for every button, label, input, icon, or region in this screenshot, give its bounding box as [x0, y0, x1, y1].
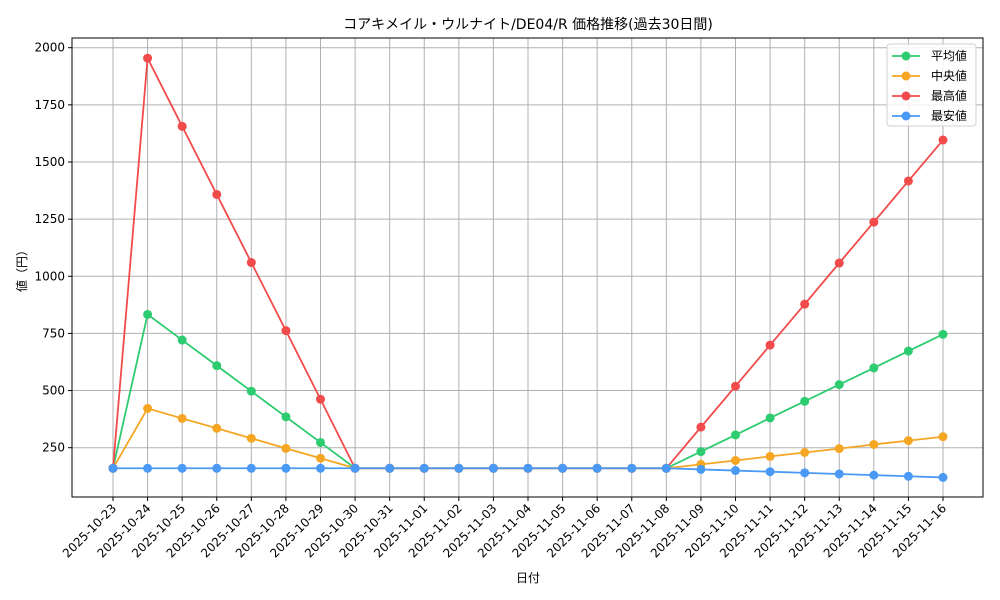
data-point-marker	[454, 463, 464, 473]
legend-label: 中央値	[931, 68, 967, 83]
data-point-marker	[834, 469, 844, 479]
data-point-marker	[558, 463, 568, 473]
data-point-marker	[903, 176, 913, 186]
data-point-marker	[246, 386, 256, 396]
legend-item: 最高値	[892, 88, 967, 103]
data-point-marker	[869, 440, 879, 449]
data-point-marker	[869, 217, 879, 227]
data-point-marker	[765, 451, 775, 461]
data-point-marker	[281, 443, 291, 453]
data-point-marker	[316, 453, 325, 463]
data-point-marker	[316, 437, 325, 447]
data-point-marker	[246, 258, 256, 268]
data-point-marker	[938, 329, 948, 339]
data-point-marker	[281, 326, 291, 336]
data-point-marker	[800, 396, 810, 406]
data-point-marker	[834, 380, 844, 390]
data-point-marker	[869, 470, 879, 480]
data-point-marker	[385, 463, 395, 473]
data-point-marker	[143, 463, 153, 473]
y-axis-label: 値（円）	[14, 244, 29, 292]
chart-title: コアキメイル・ウルナイト/DE04/R 価格推移(過去30日間)	[343, 17, 713, 33]
data-point-marker	[143, 403, 153, 413]
data-point-marker	[177, 335, 187, 345]
y-tick-label: 500	[42, 384, 65, 398]
data-point-marker	[661, 463, 671, 473]
data-point-marker	[731, 381, 740, 391]
data-point-marker	[834, 444, 844, 454]
data-point-marker	[246, 433, 256, 443]
data-point-marker	[488, 463, 498, 473]
data-point-marker	[765, 413, 775, 423]
data-point-marker	[143, 53, 153, 63]
data-point-marker	[281, 412, 291, 422]
data-point-marker	[246, 463, 256, 473]
data-point-marker	[592, 463, 602, 473]
data-point-marker	[765, 340, 775, 350]
y-tick-label: 250	[42, 441, 65, 455]
legend-item: 平均値	[892, 48, 967, 63]
data-point-marker	[696, 447, 706, 457]
data-point-marker	[938, 432, 948, 442]
legend-label: 最高値	[931, 88, 967, 103]
legend-box	[886, 43, 977, 127]
data-point-marker	[800, 448, 810, 457]
data-point-marker	[212, 423, 222, 433]
data-point-marker	[869, 363, 879, 373]
data-point-marker	[731, 430, 740, 440]
legend-marker-icon	[901, 91, 911, 101]
legend-item: 最安値	[892, 108, 967, 123]
data-point-marker	[281, 463, 291, 473]
y-tick-label: 750	[42, 326, 65, 340]
y-tick-label: 1500	[34, 155, 65, 169]
data-point-marker	[800, 299, 810, 309]
data-point-marker	[350, 463, 360, 473]
data-point-marker	[903, 471, 913, 481]
y-tick-label: 2000	[34, 41, 65, 55]
data-point-marker	[316, 463, 325, 473]
data-point-marker	[731, 456, 740, 465]
grid-lines	[72, 38, 983, 497]
data-point-marker	[696, 422, 706, 432]
data-point-marker	[731, 466, 740, 476]
legend-marker-icon	[901, 71, 911, 81]
data-point-marker	[212, 361, 222, 371]
series-lines	[108, 53, 948, 482]
x-axis-label: 日付	[516, 571, 540, 585]
y-tick-label: 1750	[34, 98, 65, 112]
data-point-marker	[143, 309, 153, 319]
data-point-marker	[938, 472, 948, 482]
data-point-marker	[316, 394, 325, 404]
data-point-marker	[903, 346, 913, 356]
y-axis: 250 500 750 1000 1250 1500 1750 2000	[34, 41, 72, 455]
y-tick-label: 1000	[34, 269, 65, 283]
data-point-marker	[627, 463, 637, 473]
data-point-marker	[419, 463, 429, 473]
legend-marker-icon	[901, 111, 911, 121]
data-point-marker	[212, 463, 222, 473]
data-point-marker	[800, 468, 810, 478]
legend-marker-icon	[901, 51, 911, 61]
legend-label: 最安値	[931, 108, 967, 123]
y-tick-label: 1250	[34, 212, 65, 226]
data-point-marker	[696, 464, 706, 474]
data-point-marker	[177, 463, 187, 473]
x-axis: 2025-10-232025-10-242025-10-252025-10-26…	[60, 497, 949, 560]
data-point-marker	[108, 463, 118, 473]
data-point-marker	[212, 189, 222, 199]
series-最安値	[108, 463, 948, 482]
data-point-marker	[903, 436, 913, 446]
data-point-marker	[177, 413, 187, 423]
data-point-marker	[834, 258, 844, 268]
data-point-marker	[938, 135, 948, 145]
data-point-marker	[765, 467, 775, 477]
data-point-marker	[523, 463, 533, 473]
legend-item: 中央値	[892, 68, 967, 83]
data-point-marker	[177, 121, 187, 131]
legend-label: 平均値	[931, 48, 967, 63]
